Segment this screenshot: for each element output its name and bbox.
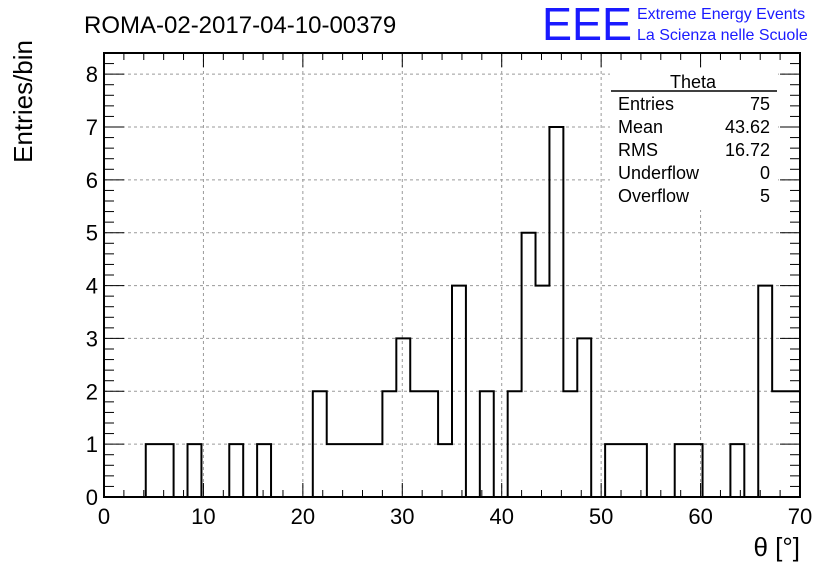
histogram-bin: [368, 444, 382, 497]
histogram-bin: [257, 444, 271, 497]
histogram-bin: [396, 338, 410, 497]
x-tick-label: 40: [489, 504, 513, 529]
x-axis-label: θ [°]: [753, 532, 800, 562]
histogram-bin: [508, 391, 522, 497]
x-tick-label: 30: [390, 504, 414, 529]
histogram-bars: [104, 126, 800, 498]
stats-row-label: Overflow: [618, 186, 690, 206]
axis-ticks: [103, 52, 801, 498]
histogram-bin: [382, 391, 396, 497]
y-tick-label: 3: [86, 326, 98, 351]
histogram-bin: [341, 444, 355, 497]
histogram-outline: [104, 126, 800, 498]
histogram-bin: [452, 286, 466, 497]
x-tick-label: 60: [688, 504, 712, 529]
stats-row-label: Mean: [618, 117, 663, 137]
histogram-bin: [146, 444, 160, 497]
histogram-bin: [327, 444, 341, 497]
histogram-bin: [480, 391, 494, 497]
stats-title: Theta: [670, 72, 717, 92]
y-tick-label: 1: [86, 432, 98, 457]
histogram-bin: [563, 391, 577, 497]
histogram-bin: [160, 444, 174, 497]
x-tick-label: 70: [788, 504, 812, 529]
histogram-bin: [619, 444, 633, 497]
stats-box: Theta Entries 75 Mean 43.62 RMS 16.72 Underflo…: [610, 70, 778, 210]
histogram-bin: [758, 286, 772, 497]
stats-row-value: 0: [760, 163, 770, 183]
histogram-bin: [633, 444, 647, 497]
histogram-bin: [536, 286, 550, 497]
eee-logo-mark: EEE: [542, 0, 632, 50]
histogram-bin: [313, 391, 327, 497]
histogram-bin: [229, 444, 243, 497]
x-tick-label: 10: [191, 504, 215, 529]
stats-row-label: Underflow: [618, 163, 700, 183]
eee-logo: EEE Extreme Energy Events La Scienza nel…: [542, 0, 808, 50]
stats-row-label: RMS: [618, 140, 658, 160]
logo-line-2: La Scienza nelle Scuole: [637, 27, 808, 44]
x-tick-label: 0: [98, 504, 110, 529]
stats-row-label: Entries: [618, 94, 674, 114]
y-tick-label: 0: [86, 485, 98, 510]
histogram-bin: [188, 444, 202, 497]
stats-row-value: 75: [750, 94, 770, 114]
y-tick-label: 5: [86, 221, 98, 246]
histogram-bin: [730, 444, 744, 497]
histogram-bin: [675, 444, 689, 497]
histogram-bin: [410, 391, 424, 497]
y-tick-label: 7: [86, 115, 98, 140]
y-tick-label: 8: [86, 62, 98, 87]
stats-box-background: [610, 70, 778, 210]
y-axis-label: Entries/bin: [8, 40, 38, 163]
histogram-bin: [549, 127, 563, 497]
histogram-bin: [522, 233, 536, 497]
histogram-bin: [605, 444, 619, 497]
histogram-bin: [438, 444, 452, 497]
stats-rows: Entries 75 Mean 43.62 RMS 16.72 Underflow 0 Over…: [618, 94, 770, 206]
y-tick-label: 4: [86, 274, 98, 299]
histogram-bin: [577, 338, 591, 497]
stats-row-value: 16.72: [725, 140, 770, 160]
run-title: ROMA-02-2017-04-10-00379: [84, 12, 396, 39]
stats-row-value: 5: [760, 186, 770, 206]
histogram-bin: [424, 391, 438, 497]
histogram-bin: [355, 444, 369, 497]
stats-row-value: 43.62: [725, 117, 770, 137]
y-tick-label: 6: [86, 168, 98, 193]
logo-line-1: Extreme Energy Events: [637, 6, 805, 23]
y-tick-label: 2: [86, 379, 98, 404]
x-tick-label: 50: [589, 504, 613, 529]
x-tick-label: 20: [291, 504, 315, 529]
